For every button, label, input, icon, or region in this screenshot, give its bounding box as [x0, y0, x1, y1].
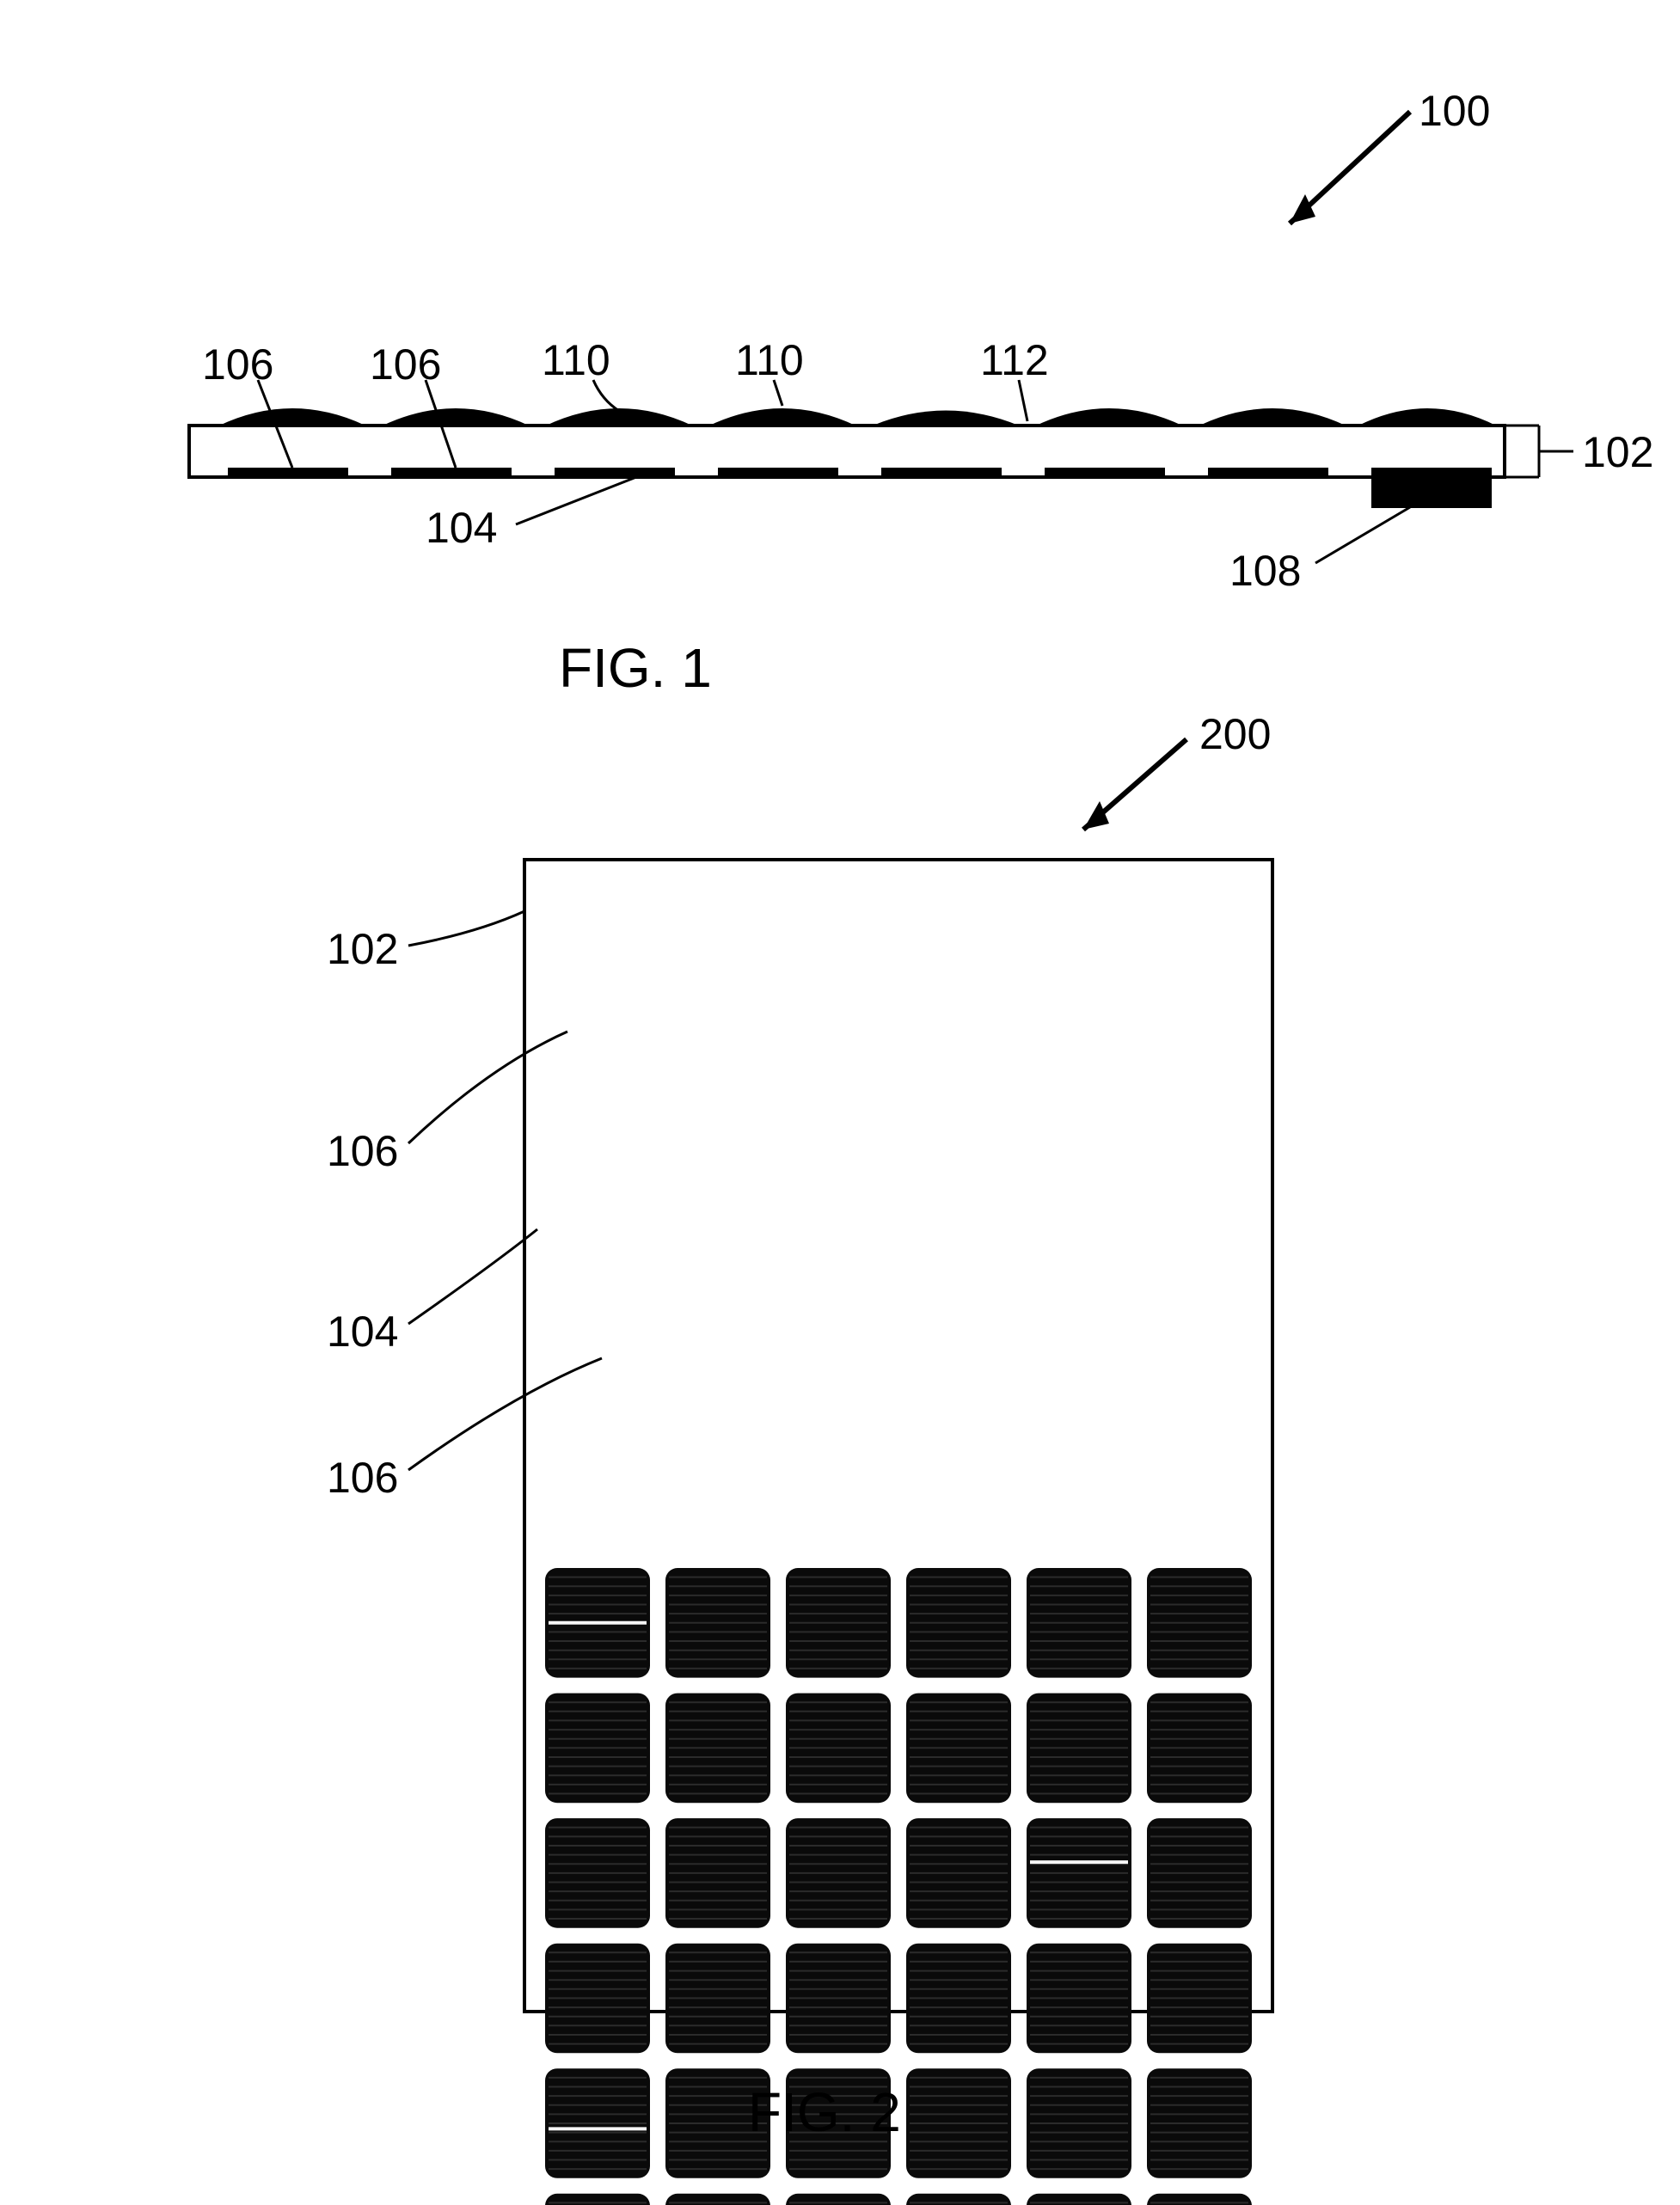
- leader-104: [516, 477, 636, 524]
- label-104: 104: [426, 503, 497, 553]
- label-104-fig2: 104: [327, 1307, 398, 1357]
- solar-cell: [786, 1944, 891, 2054]
- leader-102: [1505, 426, 1573, 477]
- label-106a-fig2: 106: [327, 1126, 398, 1176]
- label-110a: 110: [542, 335, 610, 385]
- junction-box-108: [1371, 477, 1492, 508]
- solar-cell: [906, 1818, 1011, 1928]
- solar-cell: [786, 1568, 891, 1678]
- label-102-fig2: 102: [327, 924, 398, 974]
- solar-cell: [1147, 1818, 1252, 1928]
- leader-104-fig2: [408, 1229, 537, 1324]
- solar-cell: [1027, 1568, 1131, 1678]
- solar-cell: [665, 1944, 770, 2054]
- solar-cell: [786, 2194, 891, 2205]
- ref-arrow-100: [1290, 112, 1410, 224]
- fig2-svg: [0, 688, 1680, 2205]
- solar-cell: [1027, 1818, 1131, 1928]
- solar-cell: [1147, 1944, 1252, 2054]
- page: 100 106 106 110 110 112 102 104 108 FIG.…: [0, 0, 1680, 2205]
- label-112: 112: [980, 335, 1049, 385]
- label-106a: 106: [202, 340, 273, 389]
- label-100: 100: [1419, 86, 1490, 136]
- solar-cell: [1147, 1694, 1252, 1804]
- solar-cell: [545, 1694, 650, 1804]
- solar-cell: [906, 1694, 1011, 1804]
- leader-102-fig2: [408, 911, 524, 946]
- solar-cell: [545, 2068, 650, 2178]
- solar-cell: [1147, 2194, 1252, 2205]
- solar-cell: [545, 1944, 650, 2054]
- solar-cell: [545, 2194, 650, 2205]
- label-106b: 106: [370, 340, 441, 389]
- solar-cell: [1027, 2068, 1131, 2178]
- solar-cell: [665, 2194, 770, 2205]
- solar-cell: [665, 1568, 770, 1678]
- solar-cell: [1027, 1944, 1131, 2054]
- label-110b: 110: [735, 335, 804, 385]
- solar-cell: [786, 1818, 891, 1928]
- solar-cell: [906, 2194, 1011, 2205]
- solar-cell: [545, 1818, 650, 1928]
- label-108: 108: [1229, 546, 1301, 596]
- label-106b-fig2: 106: [327, 1453, 398, 1503]
- label-102: 102: [1582, 427, 1653, 477]
- solar-cell: [1147, 2068, 1252, 2178]
- solar-cell: [786, 1694, 891, 1804]
- solar-cell: [1147, 1568, 1252, 1678]
- solar-cell: [906, 1568, 1011, 1678]
- leader-108: [1315, 507, 1410, 563]
- ref-arrow-200: [1083, 739, 1186, 830]
- lens-row: [219, 408, 1496, 426]
- solar-cell: [906, 2068, 1011, 2178]
- solar-cell: [545, 1568, 650, 1678]
- solar-cell: [906, 1944, 1011, 2054]
- solar-cell: [1027, 1694, 1131, 1804]
- solar-cell: [665, 1818, 770, 1928]
- leader-112: [1019, 380, 1027, 421]
- fig2-caption: FIG. 2: [748, 2080, 901, 2144]
- solar-cell: [665, 1694, 770, 1804]
- label-200: 200: [1199, 709, 1271, 759]
- solar-cell: [1027, 2194, 1131, 2205]
